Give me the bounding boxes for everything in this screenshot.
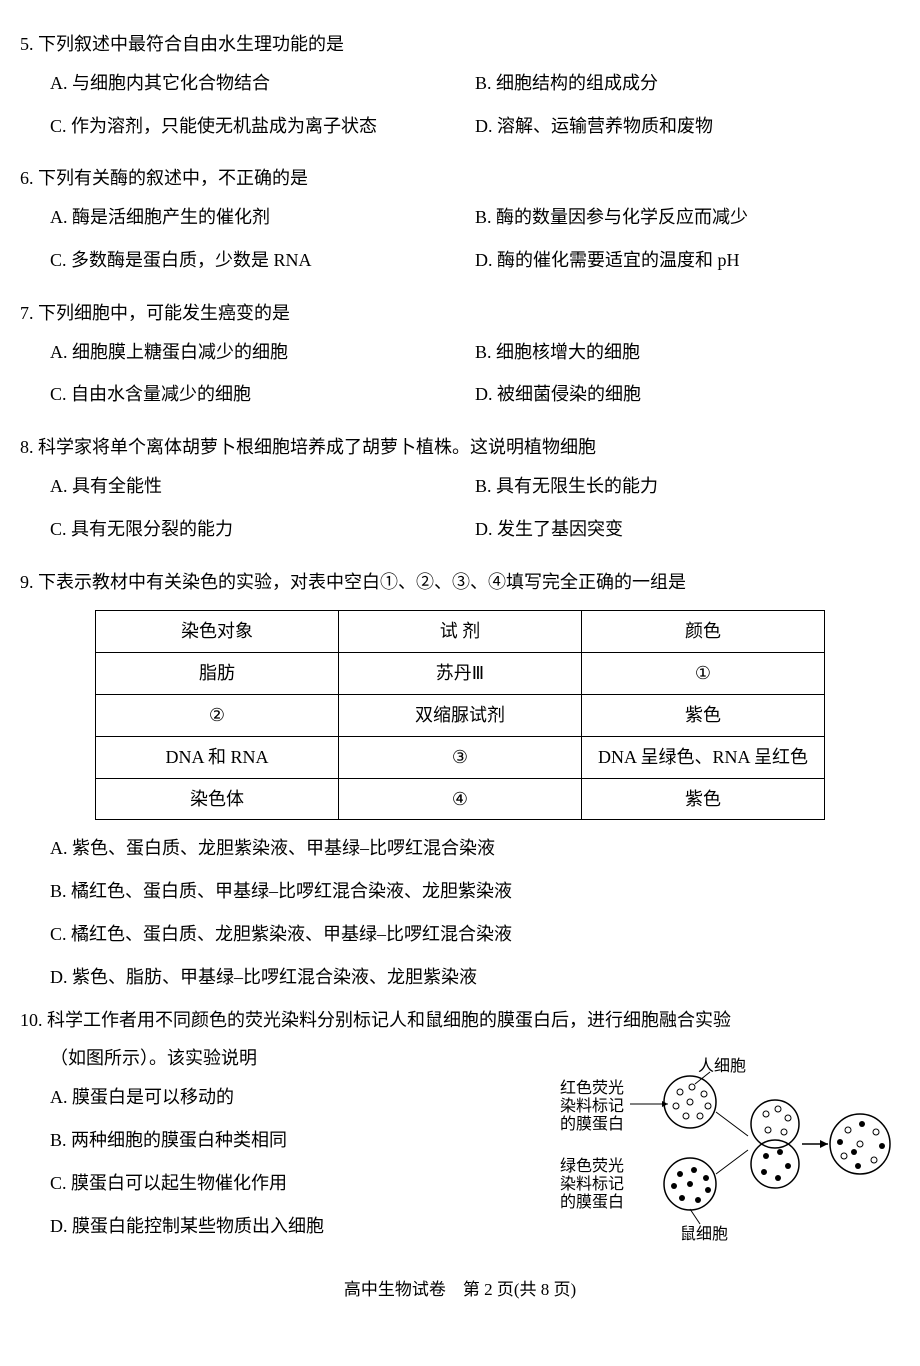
q9-opt-b: B. 橘红色、蛋白质、甲基绿–比啰红混合染液、龙胆紫染液 bbox=[50, 877, 900, 906]
table-cell: 苏丹Ⅲ bbox=[339, 653, 582, 695]
q7-options: A. 细胞膜上糖蛋白减少的细胞 B. 细胞核增大的细胞 C. 自由水含量减少的细… bbox=[20, 338, 900, 424]
q7-opt-d: D. 被细菌侵染的细胞 bbox=[475, 380, 900, 409]
q5-opt-c: C. 作为溶剂，只能使无机盐成为离子状态 bbox=[50, 112, 475, 141]
q6-stem: 6. 下列有关酶的叙述中，不正确的是 bbox=[20, 164, 900, 193]
q7-stem: 7. 下列细胞中，可能发生癌变的是 bbox=[20, 299, 900, 328]
table-cell: DNA 和 RNA bbox=[96, 736, 339, 778]
table-cell: ③ bbox=[339, 736, 582, 778]
question-7: 7. 下列细胞中，可能发生癌变的是 A. 细胞膜上糖蛋白减少的细胞 B. 细胞核… bbox=[20, 299, 900, 423]
q9-table: 染色对象 试 剂 颜色 脂肪 苏丹Ⅲ ① ② 双缩脲试剂 紫色 DNA 和 RN… bbox=[95, 610, 825, 820]
question-10: 10. 科学工作者用不同颜色的荧光染料分别标记人和鼠细胞的膜蛋白后，进行细胞融合… bbox=[20, 1006, 900, 1255]
q9-th-2: 颜色 bbox=[582, 611, 825, 653]
q6-options: A. 酶是活细胞产生的催化剂 B. 酶的数量因参与化学反应而减少 C. 多数酶是… bbox=[20, 203, 900, 289]
question-6: 6. 下列有关酶的叙述中，不正确的是 A. 酶是活细胞产生的催化剂 B. 酶的数… bbox=[20, 164, 900, 288]
diagram-svg bbox=[560, 1054, 900, 1244]
table-cell: 脂肪 bbox=[96, 653, 339, 695]
q10-opt-a: A. 膜蛋白是可以移动的 bbox=[50, 1083, 560, 1112]
q8-options: A. 具有全能性 B. 具有无限生长的能力 C. 具有无限分裂的能力 D. 发生… bbox=[20, 472, 900, 558]
q5-options: A. 与细胞内其它化合物结合 B. 细胞结构的组成成分 C. 作为溶剂，只能使无… bbox=[20, 69, 900, 155]
q9-opt-a: A. 紫色、蛋白质、龙胆紫染液、甲基绿–比啰红混合染液 bbox=[50, 834, 900, 863]
question-8: 8. 科学家将单个离体胡萝卜根细胞培养成了胡萝卜植株。这说明植物细胞 A. 具有… bbox=[20, 433, 900, 557]
table-cell: 紫色 bbox=[582, 694, 825, 736]
q10-opt-d: D. 膜蛋白能控制某些物质出入细胞 bbox=[50, 1212, 560, 1241]
table-cell: 染色体 bbox=[96, 778, 339, 820]
q10-opt-c: C. 膜蛋白可以起生物催化作用 bbox=[50, 1169, 560, 1198]
q10-sub: （如图所示）。该实验说明 bbox=[50, 1044, 560, 1073]
cell-fusion-diagram: 人细胞 红色荧光 染料标记 的膜蛋白 绿色荧光 染料标记 的膜蛋白 鼠细胞 bbox=[560, 1054, 900, 1244]
q6-opt-c: C. 多数酶是蛋白质，少数是 RNA bbox=[50, 246, 475, 275]
q7-opt-c: C. 自由水含量减少的细胞 bbox=[50, 380, 475, 409]
question-9: 9. 下表示教材中有关染色的实验，对表中空白①、②、③、④填写完全正确的一组是 … bbox=[20, 568, 900, 992]
q7-opt-a: A. 细胞膜上糖蛋白减少的细胞 bbox=[50, 338, 475, 367]
q10-stem: 10. 科学工作者用不同颜色的荧光染料分别标记人和鼠细胞的膜蛋白后，进行细胞融合… bbox=[20, 1006, 900, 1035]
q9-stem: 9. 下表示教材中有关染色的实验，对表中空白①、②、③、④填写完全正确的一组是 bbox=[20, 568, 900, 597]
q10-opt-b: B. 两种细胞的膜蛋白种类相同 bbox=[50, 1126, 560, 1155]
table-cell: DNA 呈绿色、RNA 呈红色 bbox=[582, 736, 825, 778]
table-cell: 紫色 bbox=[582, 778, 825, 820]
q9-th-1: 试 剂 bbox=[339, 611, 582, 653]
q7-opt-b: B. 细胞核增大的细胞 bbox=[475, 338, 900, 367]
q8-stem: 8. 科学家将单个离体胡萝卜根细胞培养成了胡萝卜植株。这说明植物细胞 bbox=[20, 433, 900, 462]
q6-opt-b: B. 酶的数量因参与化学反应而减少 bbox=[475, 203, 900, 232]
table-cell: ① bbox=[582, 653, 825, 695]
q6-opt-d: D. 酶的催化需要适宜的温度和 pH bbox=[475, 246, 900, 275]
q9-options: A. 紫色、蛋白质、龙胆紫染液、甲基绿–比啰红混合染液 B. 橘红色、蛋白质、甲… bbox=[20, 834, 900, 991]
q6-opt-a: A. 酶是活细胞产生的催化剂 bbox=[50, 203, 475, 232]
page-footer: 高中生物试卷 第 2 页(共 8 页) bbox=[20, 1276, 900, 1303]
question-5: 5. 下列叙述中最符合自由水生理功能的是 A. 与细胞内其它化合物结合 B. 细… bbox=[20, 30, 900, 154]
q8-opt-a: A. 具有全能性 bbox=[50, 472, 475, 501]
table-cell: 双缩脲试剂 bbox=[339, 694, 582, 736]
table-cell: ② bbox=[96, 694, 339, 736]
q8-opt-c: C. 具有无限分裂的能力 bbox=[50, 515, 475, 544]
q8-opt-b: B. 具有无限生长的能力 bbox=[475, 472, 900, 501]
table-cell: ④ bbox=[339, 778, 582, 820]
q8-opt-d: D. 发生了基因突变 bbox=[475, 515, 900, 544]
q9-opt-d: D. 紫色、脂肪、甲基绿–比啰红混合染液、龙胆紫染液 bbox=[50, 963, 900, 992]
q9-th-0: 染色对象 bbox=[96, 611, 339, 653]
q5-opt-b: B. 细胞结构的组成成分 bbox=[475, 69, 900, 98]
q5-opt-d: D. 溶解、运输营养物质和废物 bbox=[475, 112, 900, 141]
q5-opt-a: A. 与细胞内其它化合物结合 bbox=[50, 69, 475, 98]
q9-opt-c: C. 橘红色、蛋白质、龙胆紫染液、甲基绿–比啰红混合染液 bbox=[50, 920, 900, 949]
q5-stem: 5. 下列叙述中最符合自由水生理功能的是 bbox=[20, 30, 900, 59]
